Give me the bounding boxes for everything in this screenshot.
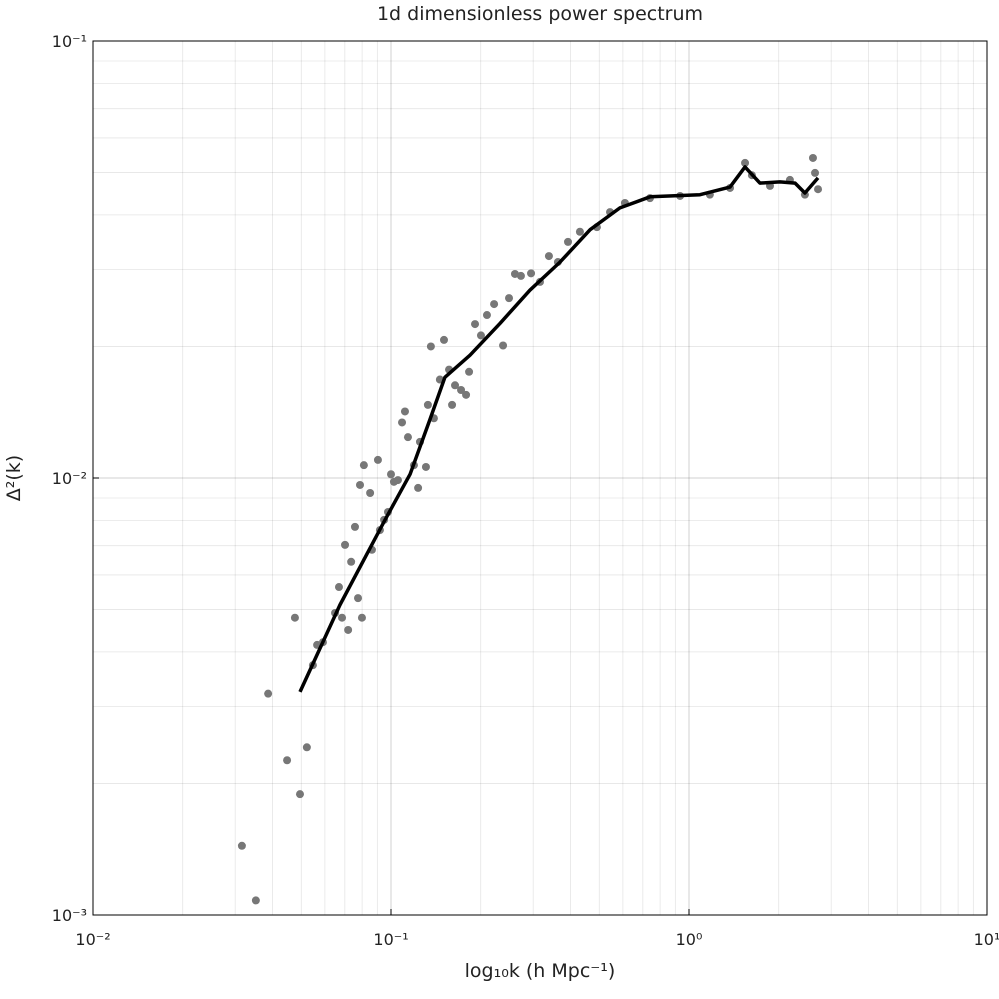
y-tick-label: 10⁻¹ bbox=[52, 32, 87, 51]
x-tick-label: 10⁻² bbox=[75, 930, 110, 949]
scatter-point bbox=[414, 483, 423, 492]
scatter-point bbox=[403, 433, 412, 442]
scatter-point bbox=[741, 158, 750, 167]
scatter-point bbox=[359, 461, 368, 470]
scatter-point bbox=[808, 153, 817, 162]
y-tick-label: 10⁻³ bbox=[52, 906, 87, 925]
scatter-point bbox=[356, 480, 365, 489]
scatter-point bbox=[344, 625, 353, 634]
scatter-point bbox=[334, 583, 343, 592]
scatter-point bbox=[398, 418, 407, 427]
scatter-point bbox=[448, 400, 457, 409]
scatter-point bbox=[505, 294, 514, 303]
scatter-point bbox=[476, 331, 485, 340]
scatter-point bbox=[465, 367, 474, 376]
scatter-point bbox=[457, 385, 466, 394]
x-axis-label: log₁₀k (h Mpc⁻¹) bbox=[465, 960, 616, 982]
x-tick-label: 10⁻¹ bbox=[373, 930, 408, 949]
scatter-point bbox=[295, 790, 304, 799]
line bbox=[298, 165, 820, 693]
scatter-point bbox=[341, 540, 350, 549]
scatter-point bbox=[451, 381, 460, 390]
scatter-point bbox=[237, 841, 246, 850]
scatter-point bbox=[471, 320, 480, 329]
scatter-point bbox=[373, 455, 382, 464]
scatter-point bbox=[251, 896, 260, 905]
scatter-point bbox=[366, 489, 375, 498]
scatter-point bbox=[290, 613, 299, 622]
scatter-point bbox=[283, 756, 292, 765]
scatter-point bbox=[544, 252, 553, 261]
scatter-point bbox=[264, 689, 273, 698]
scatter-point bbox=[338, 613, 347, 622]
x-tick-label: 10⁰ bbox=[676, 930, 703, 949]
scatter-point bbox=[302, 743, 311, 752]
scatter-point bbox=[426, 342, 435, 351]
scatter-point bbox=[393, 476, 402, 485]
scatter-point bbox=[421, 462, 430, 471]
scatter-point bbox=[516, 271, 525, 280]
scatter-point bbox=[575, 227, 584, 236]
scatter-point bbox=[357, 613, 366, 622]
scatter-point bbox=[814, 185, 823, 194]
plot-frame bbox=[92, 40, 988, 916]
scatter-point bbox=[439, 335, 448, 344]
scatter-point bbox=[482, 311, 491, 320]
scatter-point bbox=[387, 470, 395, 479]
scatter-point bbox=[350, 522, 359, 531]
x-tick-label: 10¹ bbox=[974, 930, 999, 949]
scatter-point bbox=[347, 557, 356, 566]
scatter-point bbox=[354, 594, 363, 603]
y-tick-label: 10⁻² bbox=[52, 469, 87, 488]
scatter-point bbox=[499, 341, 508, 350]
scatter-point bbox=[811, 168, 820, 177]
scatter-point bbox=[462, 390, 471, 399]
scatter-point bbox=[400, 407, 409, 416]
chart-title: 1d dimensionless power spectrum bbox=[377, 3, 703, 25]
scatter-point bbox=[563, 237, 572, 246]
scatter-point bbox=[527, 269, 536, 278]
y-axis-label: Δ²(k) bbox=[3, 455, 25, 501]
scatter-point bbox=[423, 400, 432, 409]
scatter-point bbox=[490, 300, 499, 309]
